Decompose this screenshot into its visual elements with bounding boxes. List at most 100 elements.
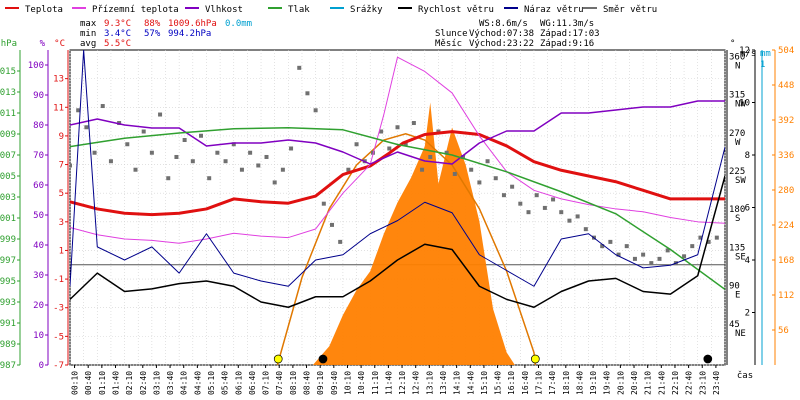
- x-tick-label: 01:10: [98, 371, 107, 395]
- wind-direction-point: [551, 197, 556, 202]
- x-tick-label: 14:40: [466, 371, 475, 395]
- wind-direction-point: [501, 193, 506, 198]
- temperature-tick-label: -7: [53, 361, 64, 371]
- x-tick-label: 05:10: [207, 371, 216, 395]
- wind-direction-point: [649, 261, 654, 266]
- x-tick-label: 00:10: [71, 371, 80, 395]
- pressure-axis-unit: hPa: [1, 39, 17, 49]
- stats-rain: 0.0mm: [225, 19, 252, 29]
- temperature-tick-label: 5: [59, 189, 64, 199]
- x-tick-label: 03:40: [166, 371, 175, 395]
- wind-direction-point: [616, 252, 621, 257]
- wind-direction-point: [354, 142, 359, 147]
- legend: Teplota Přízemní teplota Vlhkost Tlak Srážky…: [5, 5, 657, 15]
- solar-tick-label: 168: [778, 256, 794, 266]
- wind-direction-point: [239, 167, 244, 172]
- x-tick-label: 12:10: [398, 371, 407, 395]
- wind-direction-point: [411, 121, 416, 126]
- pressure-tick-label: 991: [0, 319, 16, 329]
- direction-cardinal-label: SE: [735, 252, 746, 262]
- wind-direction-point: [231, 142, 236, 147]
- x-tick-label: 07:40: [275, 371, 284, 395]
- temperature-tick-label: 9: [59, 132, 64, 142]
- rain-tick-label: 1: [760, 60, 765, 70]
- temperature-axis-unit: °C: [54, 39, 65, 49]
- wind-direction-point: [100, 104, 105, 109]
- wind-direction-point: [706, 239, 711, 244]
- wind-direction-point: [387, 146, 392, 151]
- temperature-tick-label: 13: [53, 75, 64, 85]
- wind-direction-point: [510, 184, 515, 189]
- x-tick-label: 23:40: [712, 371, 721, 395]
- stats-row-name: max: [80, 19, 97, 29]
- humidity-axis-unit: %: [40, 39, 46, 49]
- humidity-tick-label: 70: [33, 151, 44, 161]
- x-tick-label: 13:10: [425, 371, 434, 395]
- humidity-tick-label: 100: [28, 61, 44, 71]
- sun-moon-marker: [703, 354, 713, 364]
- wind-direction-point: [436, 129, 441, 134]
- axes: hPa9879899919939959979991001100310051007…: [0, 39, 794, 371]
- wind-direction-point: [395, 125, 400, 130]
- wind-direction-point: [518, 201, 523, 206]
- wind-direction-point: [485, 159, 490, 164]
- wind-direction-point: [215, 150, 220, 155]
- wind-direction-point: [624, 244, 629, 249]
- stats-moon-label: Měsíc: [435, 39, 462, 49]
- direction-tick-label: 90: [729, 282, 740, 292]
- wind-direction-point: [223, 159, 228, 164]
- legend-label: Směr větru: [603, 5, 657, 15]
- direction-tick-label: 360: [729, 52, 745, 62]
- pressure-tick-label: 993: [0, 298, 16, 308]
- wind-direction-point: [428, 154, 433, 159]
- wind-direction-point: [199, 133, 203, 138]
- ground-temperature-line: [70, 56, 725, 244]
- x-tick-label: 08:40: [303, 371, 312, 395]
- direction-cardinal-label: NE: [735, 329, 746, 339]
- wind-direction-point: [452, 171, 457, 176]
- wind-direction-point: [477, 180, 482, 185]
- legend-label: Srážky: [350, 5, 383, 15]
- wind-direction-point: [608, 239, 613, 244]
- wind-tick-label: 10: [739, 99, 750, 109]
- sun-moon-marker: [318, 354, 328, 364]
- direction-tick-label: 180: [729, 205, 745, 215]
- x-axis: 00:10 00:40 01:10 01:40 02:10 02:40 03:10 03:40…: [71, 365, 753, 395]
- solar-tick-label: 224: [778, 221, 794, 231]
- humidity-tick-label: 80: [33, 121, 44, 131]
- wind-direction-point: [575, 214, 580, 219]
- wind-direction-point: [698, 235, 703, 240]
- direction-cardinal-label: N: [735, 61, 740, 71]
- humidity-tick-label: 20: [33, 301, 44, 311]
- wind-direction-point: [330, 222, 334, 227]
- solar-tick-label: 392: [778, 116, 794, 126]
- wind-direction-point: [125, 142, 130, 147]
- x-tick-label: 19:10: [589, 371, 598, 395]
- x-tick-label: 22:10: [671, 371, 680, 395]
- x-tick-label: 20:40: [630, 371, 639, 395]
- stats-temp: 9.3°C: [104, 19, 131, 29]
- stats-sun-label: Slunce: [435, 29, 468, 39]
- temperature-tick-label: -1: [53, 275, 64, 285]
- x-tick-label: 09:10: [316, 371, 325, 395]
- x-tick-label: 17:10: [535, 371, 544, 395]
- x-tick-label: 06:10: [234, 371, 243, 395]
- solar-tick-label: 112: [778, 291, 794, 301]
- x-tick-label: 21:10: [644, 371, 653, 395]
- x-tick-label: 00:40: [84, 371, 93, 395]
- humidity-tick-label: 90: [33, 91, 44, 101]
- solar-tick-label: 336: [778, 151, 794, 161]
- direction-cardinal-label: W: [735, 138, 741, 148]
- solar-tick-label: 56: [778, 326, 789, 336]
- humidity-tick-label: 60: [33, 181, 44, 191]
- x-tick-label: 03:10: [152, 371, 161, 395]
- x-tick-label: 22:40: [685, 371, 694, 395]
- wind-tick-label: 6: [745, 204, 750, 214]
- wind-direction-point: [76, 108, 81, 113]
- stats-humidity: 88%: [144, 19, 161, 29]
- wind-direction-point: [567, 218, 572, 223]
- direction-cardinal-label: SW: [735, 176, 746, 186]
- legend-label: Náraz větru: [524, 5, 584, 15]
